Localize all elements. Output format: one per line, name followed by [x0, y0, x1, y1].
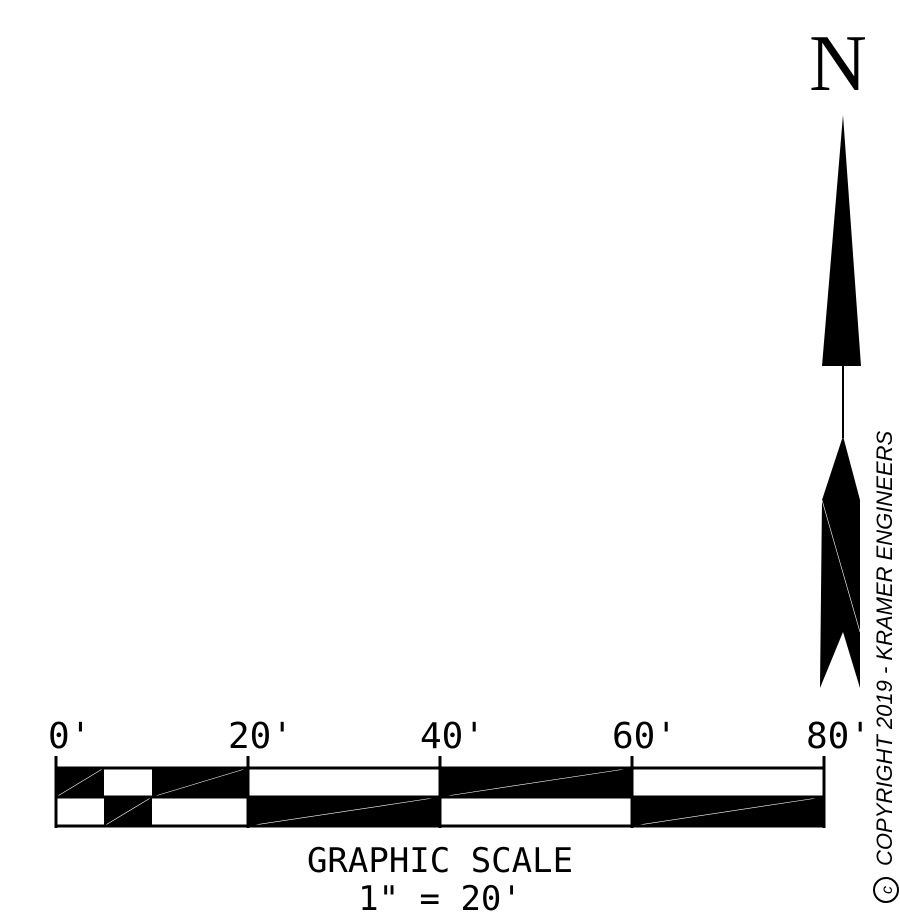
scale-caption-title: GRAPHIC SCALE — [307, 841, 573, 881]
scale-top-seg-1-hatch — [55, 767, 105, 798]
scale-top-seg-3-hatch — [151, 767, 249, 798]
north-letter: N — [809, 20, 867, 108]
tick-label-20: 20' — [228, 716, 293, 757]
tick-label-40: 40' — [420, 716, 485, 757]
copyright-text: COPYRIGHT 2019 - KRAMER ENGINEERS — [872, 430, 897, 866]
scale-top-seg-40-60-hatch — [439, 767, 633, 798]
north-arrow-tail-hatch — [821, 499, 861, 633]
copyright-symbol: c — [879, 886, 896, 894]
graphic-scale: 0' 20' 40' 60' 80' GRAPHIC SCALE 1" = 20… — [48, 716, 871, 919]
north-arrow-head — [822, 115, 861, 366]
north-arrow: N — [809, 20, 867, 688]
scale-bottom-seg-20-40-hatch — [247, 796, 441, 827]
north-arrow-tail-tip — [822, 436, 860, 500]
copyright-symbol-circle — [873, 877, 899, 903]
scale-caption-ratio: 1" = 20' — [358, 879, 522, 919]
north-arrow-tail-body — [820, 500, 860, 688]
copyright-notice: c COPYRIGHT 2019 - KRAMER ENGINEERS — [872, 430, 899, 903]
scale-bottom-seg-2-hatch — [103, 796, 153, 827]
tick-label-80: 80' — [806, 716, 871, 757]
tick-label-0: 0' — [48, 716, 91, 757]
scale-bottom-seg-60-80-hatch — [631, 796, 825, 827]
tick-label-60: 60' — [612, 716, 677, 757]
